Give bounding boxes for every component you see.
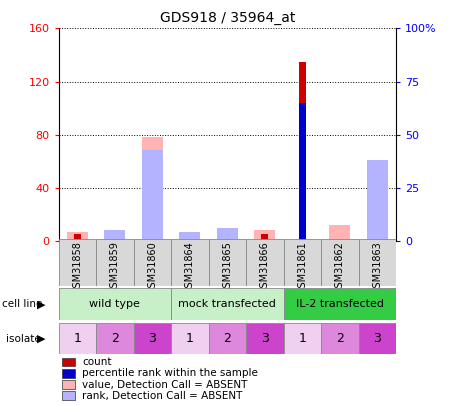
Bar (321, 323, 359, 354)
Text: value, Detection Call = ABSENT: value, Detection Call = ABSENT (82, 379, 248, 390)
Bar (96, 239, 134, 286)
Bar (299, 62, 306, 241)
Text: GSM31858: GSM31858 (72, 241, 82, 294)
Text: GSM31860: GSM31860 (147, 241, 157, 294)
Text: GSM31865: GSM31865 (222, 241, 232, 294)
Bar (104, 230, 125, 241)
Text: 1: 1 (73, 332, 81, 345)
Bar (96, 323, 134, 354)
Bar (284, 323, 321, 354)
Bar (142, 137, 162, 241)
Bar (261, 234, 268, 241)
Bar (171, 239, 208, 286)
Bar (284, 239, 321, 286)
Bar (208, 239, 246, 286)
Text: ▶: ▶ (37, 299, 45, 309)
Bar (63, 358, 75, 367)
Bar (217, 228, 238, 241)
Bar (63, 380, 75, 389)
Text: 2: 2 (336, 332, 344, 345)
Text: 3: 3 (148, 332, 156, 345)
Text: GSM31862: GSM31862 (335, 241, 345, 294)
Text: 3: 3 (374, 332, 381, 345)
Bar (63, 392, 75, 400)
Bar (67, 232, 88, 241)
Bar (58, 239, 96, 286)
Text: mock transfected: mock transfected (178, 299, 276, 309)
Text: GSM31863: GSM31863 (372, 241, 382, 294)
Bar (299, 103, 306, 241)
Text: ▶: ▶ (37, 334, 45, 343)
Text: cell line: cell line (2, 299, 43, 309)
Bar (104, 237, 125, 241)
Text: GSM31859: GSM31859 (110, 241, 120, 294)
Bar (254, 230, 275, 241)
Text: wild type: wild type (89, 299, 140, 309)
Bar (246, 239, 284, 286)
Bar (134, 239, 171, 286)
Text: 1: 1 (186, 332, 194, 345)
Bar (58, 323, 96, 354)
Text: percentile rank within the sample: percentile rank within the sample (82, 368, 258, 378)
Bar (367, 177, 387, 241)
Bar (359, 239, 396, 286)
Text: 3: 3 (261, 332, 269, 345)
Text: GSM31864: GSM31864 (185, 241, 195, 294)
Bar (284, 288, 396, 320)
Bar (359, 323, 396, 354)
Bar (367, 160, 387, 241)
Bar (74, 234, 81, 241)
Text: rank, Detection Call = ABSENT: rank, Detection Call = ABSENT (82, 391, 243, 401)
Text: GSM31861: GSM31861 (297, 241, 307, 294)
Bar (63, 369, 75, 377)
Bar (171, 288, 284, 320)
Bar (217, 236, 238, 241)
Bar (58, 288, 171, 320)
Text: 2: 2 (223, 332, 231, 345)
Bar (246, 323, 284, 354)
Bar (321, 239, 359, 286)
Text: IL-2 transfected: IL-2 transfected (296, 299, 384, 309)
Bar (329, 225, 350, 241)
Bar (171, 323, 208, 354)
Bar (180, 232, 200, 241)
Text: 2: 2 (111, 332, 119, 345)
Bar (208, 323, 246, 354)
Bar (142, 149, 162, 241)
Text: isolate: isolate (6, 334, 40, 343)
Bar (180, 237, 200, 241)
Bar (134, 323, 171, 354)
Text: 1: 1 (298, 332, 306, 345)
Title: GDS918 / 35964_at: GDS918 / 35964_at (160, 11, 295, 25)
Text: GSM31866: GSM31866 (260, 241, 270, 294)
Text: count: count (82, 357, 112, 367)
